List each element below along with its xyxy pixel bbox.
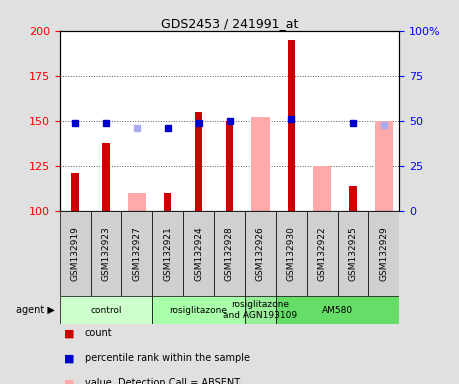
Bar bbox=[214, 211, 245, 296]
Bar bbox=[245, 296, 276, 324]
Bar bbox=[337, 211, 369, 296]
Bar bbox=[60, 296, 152, 324]
Text: GSM132922: GSM132922 bbox=[318, 226, 327, 281]
Bar bbox=[183, 211, 214, 296]
Text: GSM132923: GSM132923 bbox=[101, 226, 111, 281]
Bar bbox=[307, 211, 337, 296]
Text: ■: ■ bbox=[64, 328, 75, 338]
Bar bbox=[90, 211, 122, 296]
Text: GSM132927: GSM132927 bbox=[132, 226, 141, 281]
Bar bbox=[152, 211, 183, 296]
Text: ■: ■ bbox=[64, 378, 75, 384]
Text: GSM132919: GSM132919 bbox=[71, 226, 79, 281]
Bar bbox=[313, 166, 331, 211]
Text: GSM132929: GSM132929 bbox=[380, 226, 388, 281]
Bar bbox=[152, 296, 245, 324]
Bar bbox=[122, 211, 152, 296]
Text: GSM132926: GSM132926 bbox=[256, 226, 265, 281]
Text: GSM132924: GSM132924 bbox=[194, 226, 203, 281]
Text: control: control bbox=[90, 306, 122, 314]
Text: AM580: AM580 bbox=[322, 306, 353, 314]
Bar bbox=[102, 142, 110, 211]
Bar bbox=[72, 173, 79, 211]
Bar bbox=[60, 211, 90, 296]
Text: percentile rank within the sample: percentile rank within the sample bbox=[85, 353, 250, 363]
Bar bbox=[164, 193, 172, 211]
Bar bbox=[369, 211, 399, 296]
Text: GSM132921: GSM132921 bbox=[163, 226, 172, 281]
Bar bbox=[251, 118, 269, 211]
Text: GSM132930: GSM132930 bbox=[287, 226, 296, 281]
Text: count: count bbox=[85, 328, 112, 338]
Bar bbox=[276, 211, 307, 296]
Bar bbox=[375, 121, 393, 211]
Bar bbox=[245, 211, 276, 296]
Text: ■: ■ bbox=[64, 353, 75, 363]
Bar bbox=[195, 112, 202, 211]
Bar bbox=[349, 186, 357, 211]
Text: rosiglitazone: rosiglitazone bbox=[170, 306, 228, 314]
Text: GSM132925: GSM132925 bbox=[348, 226, 358, 281]
Bar bbox=[276, 296, 399, 324]
Bar bbox=[226, 121, 233, 211]
Text: rosiglitazone
and AGN193109: rosiglitazone and AGN193109 bbox=[224, 300, 297, 320]
Text: agent ▶: agent ▶ bbox=[16, 305, 55, 315]
Text: value, Detection Call = ABSENT: value, Detection Call = ABSENT bbox=[85, 378, 240, 384]
Text: GSM132928: GSM132928 bbox=[225, 226, 234, 281]
Title: GDS2453 / 241991_at: GDS2453 / 241991_at bbox=[161, 17, 298, 30]
Bar bbox=[128, 193, 146, 211]
Bar bbox=[287, 40, 295, 211]
